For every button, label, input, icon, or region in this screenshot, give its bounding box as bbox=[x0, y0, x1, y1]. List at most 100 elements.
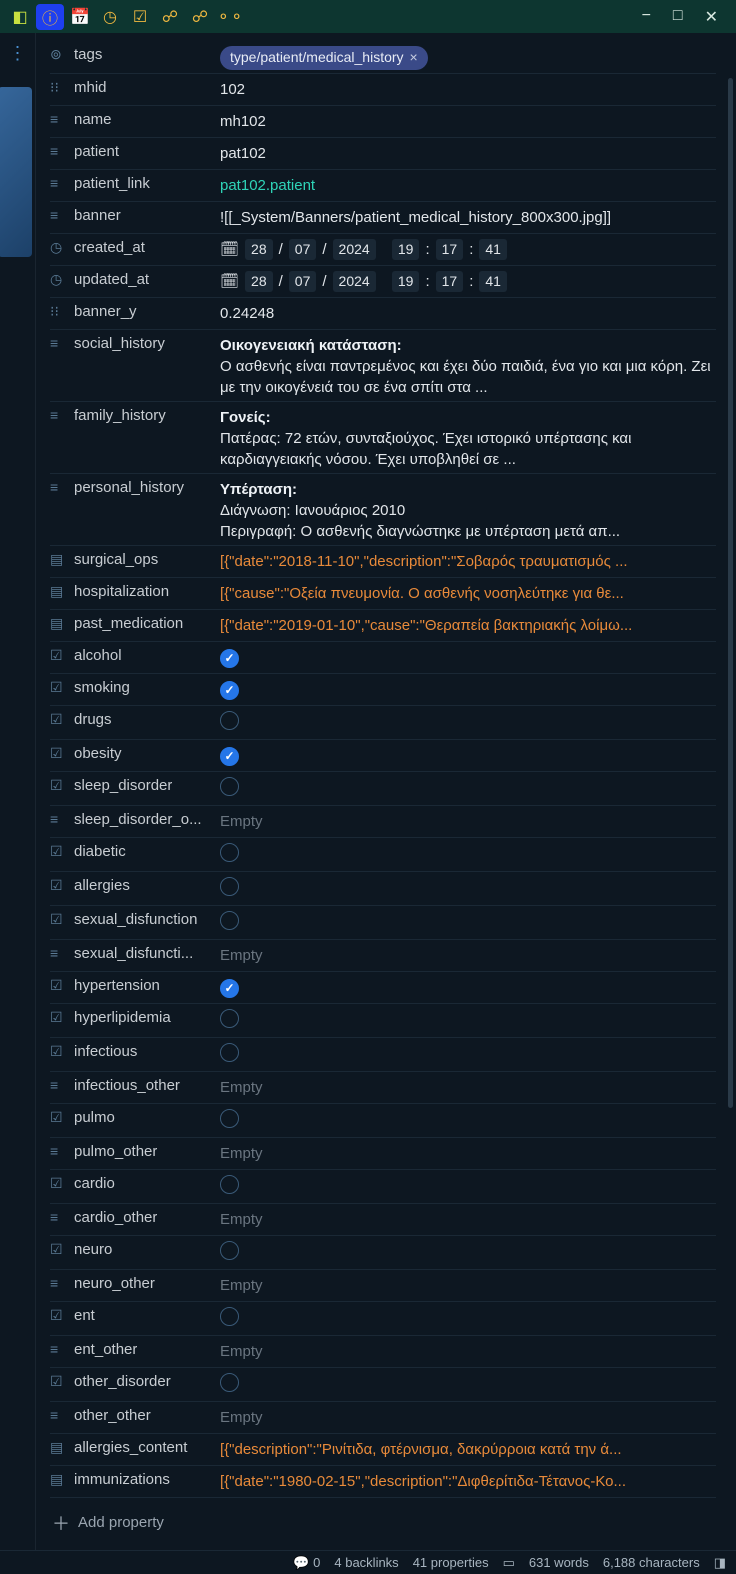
prop-value-checkbox[interactable] bbox=[220, 909, 716, 936]
checkbox[interactable] bbox=[220, 1307, 239, 1326]
checkbox[interactable] bbox=[220, 843, 239, 862]
prop-value-checkbox[interactable] bbox=[220, 645, 716, 668]
prop-row-past-medication[interactable]: ▤past_medication [{"date":"2019-01-10","… bbox=[50, 610, 716, 642]
prop-row-hyperlipidemia[interactable]: ☑hyperlipidemia bbox=[50, 1004, 716, 1038]
prop-value[interactable]: 0.24248 bbox=[220, 301, 716, 324]
prop-value-checkbox[interactable] bbox=[220, 1305, 716, 1332]
prop-row-name[interactable]: ≡name mh102 bbox=[50, 106, 716, 138]
prop-value-empty[interactable]: Empty bbox=[220, 1339, 716, 1362]
prop-value-json[interactable]: [{"date":"1980-02-15","description":"Διφ… bbox=[220, 1469, 716, 1492]
prop-value-empty[interactable]: Empty bbox=[220, 1207, 716, 1230]
prop-value-checkbox[interactable] bbox=[220, 743, 716, 766]
checkbox[interactable] bbox=[220, 747, 239, 766]
checkbox[interactable] bbox=[220, 1175, 239, 1194]
prop-value-empty[interactable]: Empty bbox=[220, 1405, 716, 1428]
prop-value-empty[interactable]: Empty bbox=[220, 943, 716, 966]
prop-row-mhid[interactable]: ⁝⁝mhid 102 bbox=[50, 74, 716, 106]
prop-row-other-other[interactable]: ≡other_otherEmpty bbox=[50, 1402, 716, 1434]
prop-row-banner-y[interactable]: ⁝⁝banner_y 0.24248 bbox=[50, 298, 716, 330]
status-panel-icon[interactable]: ◨ bbox=[714, 1555, 726, 1571]
prop-value[interactable]: type/patient/medical_history × bbox=[220, 44, 716, 70]
prop-value-link[interactable]: pat102.patient bbox=[220, 173, 716, 196]
prop-value-json[interactable]: [{"date":"2019-01-10","cause":"Θεραπεία … bbox=[220, 613, 716, 636]
checkbox[interactable] bbox=[220, 911, 239, 930]
checkbox[interactable] bbox=[220, 979, 239, 998]
prop-row-hospitalization[interactable]: ▤hospitalization [{"cause":"Οξεία πνευμο… bbox=[50, 578, 716, 610]
prop-value-empty[interactable]: Empty bbox=[220, 1141, 716, 1164]
prop-row-patient-link[interactable]: ≡patient_link pat102.patient bbox=[50, 170, 716, 202]
prop-row-cardio[interactable]: ☑cardio bbox=[50, 1170, 716, 1204]
close-icon[interactable]: ✕ bbox=[705, 7, 718, 27]
tag-pill[interactable]: type/patient/medical_history × bbox=[220, 46, 428, 70]
prop-row-tags[interactable]: ⊚ tags type/patient/medical_history × bbox=[50, 41, 716, 74]
prop-row-other-disorder[interactable]: ☑other_disorder bbox=[50, 1368, 716, 1402]
checklist-tab-icon[interactable]: ☑ bbox=[126, 4, 154, 30]
prop-row-drugs[interactable]: ☑drugs bbox=[50, 706, 716, 740]
prop-value-json[interactable]: [{"cause":"Οξεία πνευμονία. Ο ασθενής νο… bbox=[220, 581, 716, 604]
prop-value-empty[interactable]: Empty bbox=[220, 1075, 716, 1098]
prop-row-social-history[interactable]: ≡social_history Οικογενειακή κατάσταση: … bbox=[50, 330, 716, 402]
checkbox[interactable] bbox=[220, 681, 239, 700]
graph-tab-icon[interactable]: ⚬⚬ bbox=[216, 4, 244, 30]
status-backlinks[interactable]: 4 backlinks bbox=[334, 1555, 398, 1570]
prop-row-alcohol[interactable]: ☑alcohol bbox=[50, 642, 716, 674]
checkbox[interactable] bbox=[220, 1373, 239, 1392]
rail-menu-icon[interactable]: ⋮ bbox=[9, 43, 27, 64]
tag-remove-icon[interactable]: × bbox=[410, 48, 418, 68]
checkbox[interactable] bbox=[220, 1009, 239, 1028]
prop-row-updated-at[interactable]: ◷updated_at 🗓 28/ 07/ 2024 19: 17: 41 bbox=[50, 266, 716, 298]
prop-row-infectious[interactable]: ☑infectious bbox=[50, 1038, 716, 1072]
prop-row-ent-other[interactable]: ≡ent_otherEmpty bbox=[50, 1336, 716, 1368]
prop-value-checkbox[interactable] bbox=[220, 775, 716, 802]
link1-tab-icon[interactable]: ☍ bbox=[156, 4, 184, 30]
link2-tab-icon[interactable]: ☍ bbox=[186, 4, 214, 30]
prop-value-multiline[interactable]: Οικογενειακή κατάσταση: Ο ασθενής είναι … bbox=[220, 333, 716, 398]
checkbox[interactable] bbox=[220, 1241, 239, 1260]
prop-value-checkbox[interactable] bbox=[220, 1371, 716, 1398]
prop-value-checkbox[interactable] bbox=[220, 1041, 716, 1068]
add-property-button[interactable]: ＋ Add property bbox=[50, 1498, 716, 1548]
prop-value-multiline[interactable]: Γονείς: Πατέρας: 72 ετών, συνταξιούχος. … bbox=[220, 405, 716, 470]
prop-row-neuro-other[interactable]: ≡neuro_otherEmpty bbox=[50, 1270, 716, 1302]
prop-value[interactable]: mh102 bbox=[220, 109, 716, 132]
status-comments[interactable]: 💬0 bbox=[293, 1555, 320, 1571]
prop-value-checkbox[interactable] bbox=[220, 975, 716, 998]
prop-value-checkbox[interactable] bbox=[220, 1007, 716, 1034]
prop-row-personal-history[interactable]: ≡personal_history Υπέρταση: Διάγνωση: Ια… bbox=[50, 474, 716, 546]
panel-toggle-icon[interactable]: ◧ bbox=[6, 4, 34, 30]
prop-row-immunizations[interactable]: ▤immunizations [{"date":"1980-02-15","de… bbox=[50, 1466, 716, 1498]
prop-value-multiline[interactable]: Υπέρταση: Διάγνωση: Ιανουάριος 2010 Περι… bbox=[220, 477, 716, 542]
prop-row-banner[interactable]: ≡banner ![[_System/Banners/patient_medic… bbox=[50, 202, 716, 234]
prop-row-cardio-other[interactable]: ≡cardio_otherEmpty bbox=[50, 1204, 716, 1236]
prop-value-checkbox[interactable] bbox=[220, 1107, 716, 1134]
prop-value-empty[interactable]: Empty bbox=[220, 809, 716, 832]
prop-value-checkbox[interactable] bbox=[220, 1239, 716, 1266]
scrollbar[interactable] bbox=[728, 78, 733, 1108]
info-tab-icon[interactable]: ⓘ bbox=[36, 4, 64, 30]
minimize-icon[interactable]: − bbox=[642, 7, 651, 27]
prop-row-allergies-content[interactable]: ▤allergies_content [{"description":"Ρινί… bbox=[50, 1434, 716, 1466]
prop-row-diabetic[interactable]: ☑diabetic bbox=[50, 838, 716, 872]
prop-row-hypertension[interactable]: ☑hypertension bbox=[50, 972, 716, 1004]
prop-row-neuro[interactable]: ☑neuro bbox=[50, 1236, 716, 1270]
prop-row-pulmo-other[interactable]: ≡pulmo_otherEmpty bbox=[50, 1138, 716, 1170]
prop-row-sexual-disfunction[interactable]: ☑sexual_disfunction bbox=[50, 906, 716, 940]
prop-value-checkbox[interactable] bbox=[220, 1173, 716, 1200]
prop-value-json[interactable]: [{"date":"2018-11-10","description":"Σοβ… bbox=[220, 549, 716, 572]
prop-row-infectious-other[interactable]: ≡infectious_otherEmpty bbox=[50, 1072, 716, 1104]
checkbox[interactable] bbox=[220, 877, 239, 896]
status-properties[interactable]: 41 properties bbox=[413, 1555, 489, 1570]
prop-row-allergies[interactable]: ☑allergies bbox=[50, 872, 716, 906]
prop-value-date[interactable]: 🗓 28/ 07/ 2024 19: 17: 41 bbox=[220, 269, 716, 293]
prop-row-family-history[interactable]: ≡family_history Γονείς: Πατέρας: 72 ετών… bbox=[50, 402, 716, 474]
clock-tab-icon[interactable]: ◷ bbox=[96, 4, 124, 30]
prop-row-sleep-disorder-other[interactable]: ≡sleep_disorder_o...Empty bbox=[50, 806, 716, 838]
checkbox[interactable] bbox=[220, 1043, 239, 1062]
prop-value[interactable]: 102 bbox=[220, 77, 716, 100]
checkbox[interactable] bbox=[220, 777, 239, 796]
prop-row-pulmo[interactable]: ☑pulmo bbox=[50, 1104, 716, 1138]
checkbox[interactable] bbox=[220, 649, 239, 668]
prop-value-date[interactable]: 🗓 28/ 07/ 2024 19: 17: 41 bbox=[220, 237, 716, 261]
prop-row-created-at[interactable]: ◷created_at 🗓 28/ 07/ 2024 19: 17: 41 bbox=[50, 234, 716, 266]
prop-value-empty[interactable]: Empty bbox=[220, 1273, 716, 1296]
